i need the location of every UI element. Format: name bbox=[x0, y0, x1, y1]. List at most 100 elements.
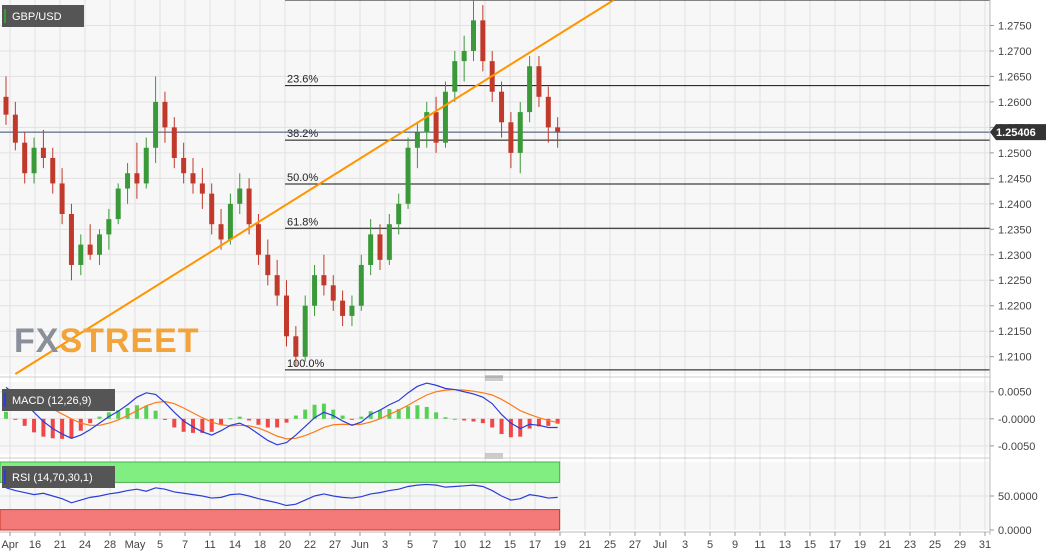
macd-resize-handle[interactable] bbox=[0, 375, 990, 381]
y-tick-label: 1.2300 bbox=[998, 250, 1032, 262]
candle-body bbox=[246, 188, 252, 225]
candle-body bbox=[162, 101, 168, 128]
x-tick-label: 13 bbox=[779, 539, 791, 551]
candle-body bbox=[171, 127, 177, 158]
macd-indicator bbox=[4, 382, 560, 446]
x-tick-label: 11 bbox=[754, 539, 765, 551]
macd-histogram-bar bbox=[480, 418, 485, 424]
candle-body bbox=[321, 275, 327, 286]
candle-body bbox=[68, 214, 74, 265]
candle-body bbox=[414, 132, 420, 148]
trendline-layer bbox=[14, 0, 615, 375]
rsi-indicator bbox=[5, 483, 558, 507]
fib-level-label: 38.2% bbox=[287, 128, 318, 140]
macd-histogram-bar bbox=[490, 418, 495, 428]
candle-body bbox=[50, 157, 56, 184]
x-tick-label: 17 bbox=[529, 539, 541, 551]
candle-body bbox=[227, 203, 233, 240]
macd-tick-label: 0.0050 bbox=[998, 387, 1032, 399]
macd-histogram-bar bbox=[60, 418, 65, 439]
macd-histogram-bar bbox=[13, 418, 18, 420]
support-trendline bbox=[14, 0, 615, 375]
macd-histogram-bar bbox=[378, 410, 382, 419]
symbol-label: GBP/USD bbox=[12, 11, 62, 23]
candle-body bbox=[106, 219, 112, 235]
rsi-overbought-zone bbox=[0, 461, 561, 483]
x-tick-label: 24 bbox=[79, 539, 91, 551]
macd-histogram-bar bbox=[349, 418, 354, 420]
macd-histogram-bar bbox=[41, 418, 46, 437]
macd-histogram-bar bbox=[247, 418, 252, 421]
candle-body bbox=[274, 275, 280, 296]
macd-histogram-bar bbox=[415, 405, 420, 419]
macd-badge[interactable]: MACD (12,26,9) bbox=[2, 389, 115, 411]
x-tick-label: 12 bbox=[479, 539, 491, 551]
x-tick-label: 3 bbox=[682, 539, 688, 551]
macd-tick-label: -0.0000 bbox=[998, 414, 1035, 426]
x-tick-label: 5 bbox=[407, 539, 413, 551]
rsi-resize-handle[interactable] bbox=[0, 453, 990, 459]
x-tick-label: 5 bbox=[157, 539, 163, 551]
candle-body bbox=[190, 173, 196, 184]
macd-histogram-bar bbox=[508, 418, 513, 438]
candle-body bbox=[358, 264, 364, 306]
x-tick-label: 19 bbox=[554, 539, 566, 551]
candle-body bbox=[115, 188, 121, 220]
candle-body bbox=[386, 224, 392, 260]
x-tick-label: 21 bbox=[54, 539, 66, 551]
macd-histogram-bar bbox=[116, 410, 121, 419]
macd-histogram-bar bbox=[499, 418, 504, 434]
candle-body bbox=[59, 183, 65, 215]
candle-body bbox=[78, 244, 84, 265]
x-tick-label: Jul bbox=[653, 539, 667, 551]
macd-histogram-bar bbox=[462, 418, 467, 421]
fib-level-label: 61.8% bbox=[287, 216, 318, 228]
macd-histogram-bar bbox=[125, 407, 130, 419]
macd-histogram-bar bbox=[228, 418, 233, 420]
candle-body bbox=[22, 142, 28, 174]
macd-histogram-bar bbox=[555, 418, 560, 424]
candle-body bbox=[452, 61, 458, 92]
x-tick-label: 28 bbox=[104, 539, 116, 551]
candle-body bbox=[87, 244, 93, 255]
rsi-bands bbox=[0, 461, 990, 531]
fxstreet-logo: FXSTREET bbox=[14, 322, 200, 360]
macd-line bbox=[5, 382, 558, 446]
macd-histogram-bar bbox=[546, 418, 551, 426]
macd-histogram-bar bbox=[340, 415, 345, 419]
candle-body bbox=[499, 91, 505, 123]
x-tick-label: 20 bbox=[279, 539, 291, 551]
macd-histogram-bar bbox=[153, 410, 158, 419]
candle-body bbox=[480, 20, 486, 62]
macd-label: MACD (12,26,9) bbox=[12, 395, 91, 407]
candle-body bbox=[405, 147, 411, 204]
macd-histogram-bar bbox=[97, 416, 102, 419]
y-tick-label: 1.2750 bbox=[998, 20, 1032, 32]
y-tick-label: 1.2450 bbox=[998, 173, 1032, 185]
y-tick-label: 1.2350 bbox=[998, 224, 1032, 236]
macd-histogram-bar bbox=[424, 406, 429, 419]
macd-histogram-bar bbox=[536, 418, 541, 427]
y-tick-label: 1.2200 bbox=[998, 301, 1032, 313]
candle-body bbox=[265, 254, 271, 276]
x-tick-label: 22 bbox=[304, 539, 316, 551]
macd-histogram-bar bbox=[219, 418, 224, 425]
macd-histogram-bar bbox=[88, 418, 93, 424]
y-tick-label: 1.2600 bbox=[998, 97, 1032, 109]
rsi-badge[interactable]: RSI (14,70,30,1) bbox=[2, 466, 115, 488]
y-tick-label: 1.2650 bbox=[998, 71, 1032, 83]
candle-body bbox=[508, 122, 514, 153]
y-tick-label: 1.2150 bbox=[998, 326, 1032, 338]
candle-body bbox=[377, 234, 383, 260]
fib-level-label: 23.6% bbox=[287, 74, 318, 86]
candle-body bbox=[424, 112, 430, 133]
x-tick-label: 9 bbox=[732, 539, 738, 551]
fib-level-label: 100.0% bbox=[287, 358, 325, 370]
price-panel-bg bbox=[0, 0, 990, 374]
x-tick-label: 15 bbox=[804, 539, 816, 551]
candle-body bbox=[31, 147, 37, 174]
macd-histogram-bar bbox=[144, 405, 149, 419]
symbol-badge[interactable]: GBP/USD bbox=[2, 5, 84, 27]
y-tick-label: 1.2700 bbox=[998, 46, 1032, 58]
